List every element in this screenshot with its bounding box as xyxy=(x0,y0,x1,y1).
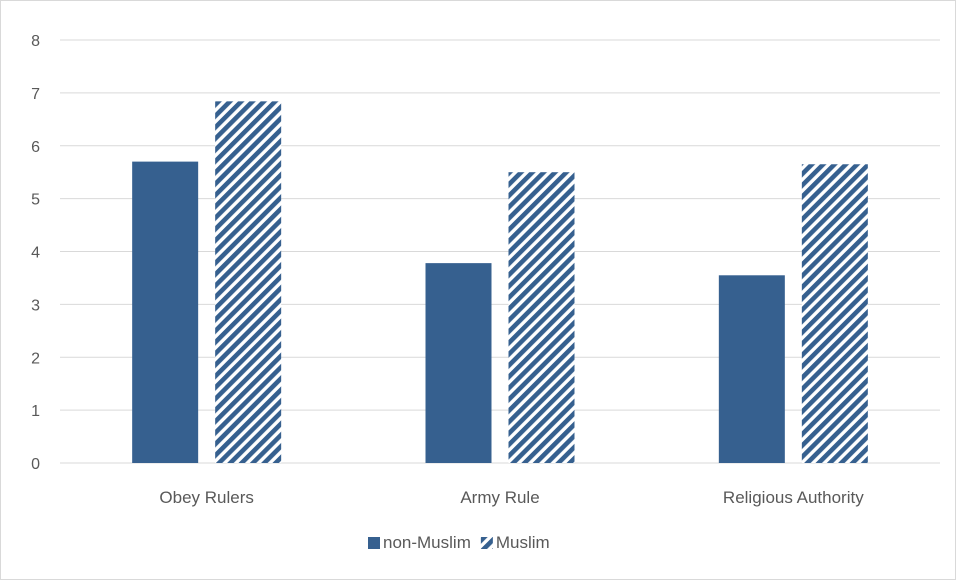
legend-swatch-non-muslim xyxy=(368,537,380,549)
legend: non-Muslim Muslim xyxy=(368,533,550,552)
bar-muslim-religious-authority xyxy=(801,164,868,463)
bar-non-muslim-obey-rulers xyxy=(132,161,199,464)
bar-muslim-army-rule xyxy=(508,172,575,463)
bar-non-muslim-religious-authority xyxy=(718,275,785,463)
bar-muslim-obey-rulers xyxy=(215,101,282,464)
y-tick-label: 7 xyxy=(31,86,40,103)
x-tick-label: Obey Rulers xyxy=(159,488,253,507)
y-tick-label: 2 xyxy=(31,350,40,367)
y-tick-label: 4 xyxy=(31,245,40,262)
y-tick-label: 1 xyxy=(31,403,40,420)
gridlines xyxy=(60,39,940,464)
x-tick-label: Army Rule xyxy=(460,488,539,507)
y-tick-label: 3 xyxy=(31,297,40,314)
y-tick-label: 6 xyxy=(31,139,40,156)
y-tick-label: 5 xyxy=(31,192,40,209)
bar-non-muslim-army-rule xyxy=(425,263,492,463)
y-tick-label: 8 xyxy=(31,33,40,50)
bars xyxy=(132,101,868,464)
x-tick-label: Religious Authority xyxy=(723,488,864,507)
legend-label: non-Muslim xyxy=(383,533,471,552)
x-axis-labels: Obey Rulers Army Rule Religious Authority xyxy=(159,488,864,507)
y-axis-labels: 0 1 2 3 4 5 6 7 8 xyxy=(31,33,40,473)
legend-label: Muslim xyxy=(496,533,550,552)
y-tick-label: 0 xyxy=(31,456,40,473)
legend-swatch-muslim xyxy=(480,537,493,549)
